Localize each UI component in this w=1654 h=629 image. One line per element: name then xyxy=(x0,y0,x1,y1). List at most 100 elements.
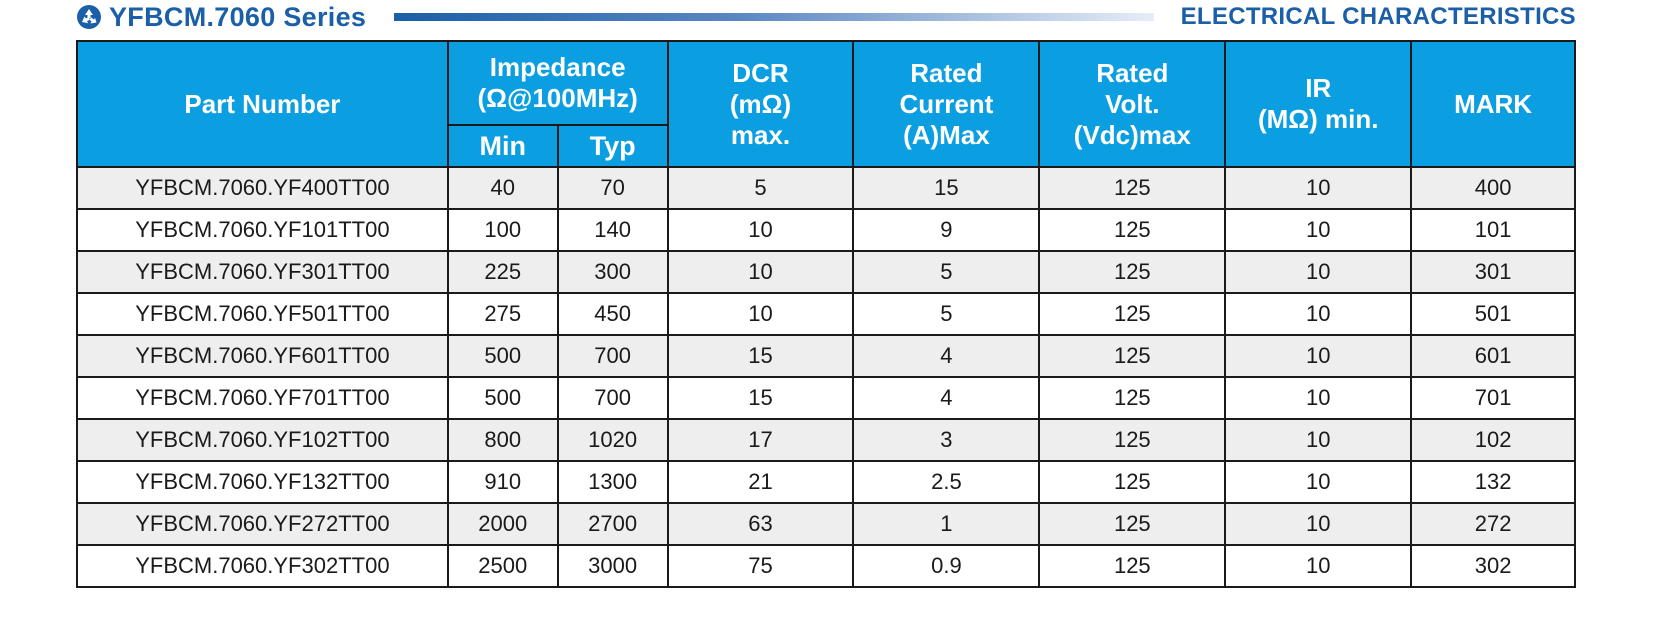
cell-dcr: 17 xyxy=(666,418,855,462)
cell-typ: 700 xyxy=(556,376,669,420)
cell-part: YFBCM.7060.YF272TT00 xyxy=(76,502,449,546)
cell-part: YFBCM.7060.YF101TT00 xyxy=(76,208,449,252)
cell-mark: 272 xyxy=(1410,502,1576,546)
cell-part: YFBCM.7060.YF102TT00 xyxy=(76,418,449,462)
cell-mark: 102 xyxy=(1410,418,1576,462)
col-header-dcr-line2: (mΩ) xyxy=(729,88,792,119)
cell-ir: 10 xyxy=(1224,460,1413,504)
col-header-ir-line2: (MΩ) min. xyxy=(1257,104,1379,134)
page-header: YFBCM.7060 Series ELECTRICAL CHARACTERIS… xyxy=(76,0,1576,34)
cell-ir: 10 xyxy=(1224,166,1413,210)
cell-dcr: 63 xyxy=(666,502,855,546)
cell-volt: 125 xyxy=(1038,250,1227,294)
series-title: YFBCM.7060 Series xyxy=(76,1,367,32)
col-header-mark: MARK xyxy=(1410,40,1576,168)
cell-mark: 101 xyxy=(1410,208,1576,252)
cell-ir: 10 xyxy=(1224,376,1413,420)
col-header-current-line2: Current xyxy=(899,88,994,119)
cell-current: 15 xyxy=(852,166,1041,210)
cell-current: 1 xyxy=(852,502,1041,546)
table-row: YFBCM.7060.YF400TT00 40 70 5 15 125 10 400 xyxy=(76,166,1576,210)
cell-ir: 10 xyxy=(1224,334,1413,378)
cell-mark: 400 xyxy=(1410,166,1576,210)
cell-mark: 302 xyxy=(1410,544,1576,588)
col-header-dcr: DCR (mΩ) max. xyxy=(666,40,855,168)
col-header-dcr-line1: DCR xyxy=(732,57,789,88)
cell-part: YFBCM.7060.YF132TT00 xyxy=(76,460,449,504)
cell-volt: 125 xyxy=(1038,208,1227,252)
col-header-ir: IR (MΩ) min. xyxy=(1224,40,1413,168)
cell-part: YFBCM.7060.YF501TT00 xyxy=(76,292,449,336)
cell-dcr: 15 xyxy=(666,334,855,378)
table-body: YFBCM.7060.YF400TT00 40 70 5 15 125 10 400 YFBCM… xyxy=(76,166,1576,588)
col-header-rated-current: Rated Current (A)Max xyxy=(852,40,1041,168)
cell-part: YFBCM.7060.YF302TT00 xyxy=(76,544,449,588)
col-header-rated-volt: Rated Volt. (Vdc)max xyxy=(1038,40,1227,168)
cell-ir: 10 xyxy=(1224,208,1413,252)
cell-current: 5 xyxy=(852,292,1041,336)
cell-dcr: 15 xyxy=(666,376,855,420)
col-header-current-line1: Rated xyxy=(910,57,983,88)
col-header-min: Min xyxy=(446,124,559,168)
cell-volt: 125 xyxy=(1038,334,1227,378)
header-divider xyxy=(394,13,1154,21)
cell-ir: 10 xyxy=(1224,418,1413,462)
cell-volt: 125 xyxy=(1038,292,1227,336)
col-header-volt-line2: Volt. xyxy=(1105,88,1160,119)
col-header-volt-line3: (Vdc)max xyxy=(1073,119,1191,150)
cell-min: 225 xyxy=(446,250,559,294)
table-row: YFBCM.7060.YF272TT00 2000 2700 63 1 125 10 272 xyxy=(76,502,1576,546)
table-row: YFBCM.7060.YF302TT00 2500 3000 75 0.9 125 10 30… xyxy=(76,544,1576,588)
cell-mark: 501 xyxy=(1410,292,1576,336)
cell-volt: 125 xyxy=(1038,544,1227,588)
cell-typ: 70 xyxy=(556,166,669,210)
cell-dcr: 10 xyxy=(666,208,855,252)
cell-mark: 701 xyxy=(1410,376,1576,420)
section-title: ELECTRICAL CHARACTERISTICS xyxy=(1180,3,1576,30)
cell-current: 4 xyxy=(852,334,1041,378)
cell-min: 2500 xyxy=(446,544,559,588)
col-header-impedance-line2: (Ω@100MHz) xyxy=(477,83,638,113)
cell-part: YFBCM.7060.YF601TT00 xyxy=(76,334,449,378)
cell-typ: 1020 xyxy=(556,418,669,462)
cell-ir: 10 xyxy=(1224,292,1413,336)
cell-min: 500 xyxy=(446,334,559,378)
table-row: YFBCM.7060.YF301TT00 225 300 10 5 125 10 301 xyxy=(76,250,1576,294)
cell-mark: 132 xyxy=(1410,460,1576,504)
cell-ir: 10 xyxy=(1224,250,1413,294)
cell-min: 910 xyxy=(446,460,559,504)
table-row: YFBCM.7060.YF101TT00 100 140 10 9 125 10 101 xyxy=(76,208,1576,252)
cell-min: 40 xyxy=(446,166,559,210)
cell-typ: 700 xyxy=(556,334,669,378)
cell-min: 800 xyxy=(446,418,559,462)
cell-part: YFBCM.7060.YF701TT00 xyxy=(76,376,449,420)
table-row: YFBCM.7060.YF501TT00 275 450 10 5 125 10 501 xyxy=(76,292,1576,336)
cell-dcr: 10 xyxy=(666,250,855,294)
table-row: YFBCM.7060.YF132TT00 910 1300 21 2.5 125 10 132 xyxy=(76,460,1576,504)
cell-typ: 450 xyxy=(556,292,669,336)
cell-typ: 3000 xyxy=(556,544,669,588)
col-header-typ: Typ xyxy=(556,124,669,168)
cell-dcr: 5 xyxy=(666,166,855,210)
cell-current: 5 xyxy=(852,250,1041,294)
cell-volt: 125 xyxy=(1038,502,1227,546)
cell-volt: 125 xyxy=(1038,418,1227,462)
cell-current: 0.9 xyxy=(852,544,1041,588)
cell-dcr: 75 xyxy=(666,544,855,588)
cell-mark: 601 xyxy=(1410,334,1576,378)
cell-dcr: 21 xyxy=(666,460,855,504)
col-header-part-number: Part Number xyxy=(76,40,449,168)
cell-current: 4 xyxy=(852,376,1041,420)
cell-typ: 140 xyxy=(556,208,669,252)
cell-current: 2.5 xyxy=(852,460,1041,504)
table-row: YFBCM.7060.YF601TT00 500 700 15 4 125 10 601 xyxy=(76,334,1576,378)
cell-part: YFBCM.7060.YF400TT00 xyxy=(76,166,449,210)
table-row: YFBCM.7060.YF701TT00 500 700 15 4 125 10 701 xyxy=(76,376,1576,420)
col-header-volt-line1: Rated xyxy=(1096,57,1169,88)
col-header-impedance: Impedance (Ω@100MHz) xyxy=(446,40,669,126)
cell-volt: 125 xyxy=(1038,376,1227,420)
cell-current: 3 xyxy=(852,418,1041,462)
series-title-text: YFBCM.7060 Series xyxy=(109,1,367,32)
cell-volt: 125 xyxy=(1038,166,1227,210)
cell-ir: 10 xyxy=(1224,544,1413,588)
